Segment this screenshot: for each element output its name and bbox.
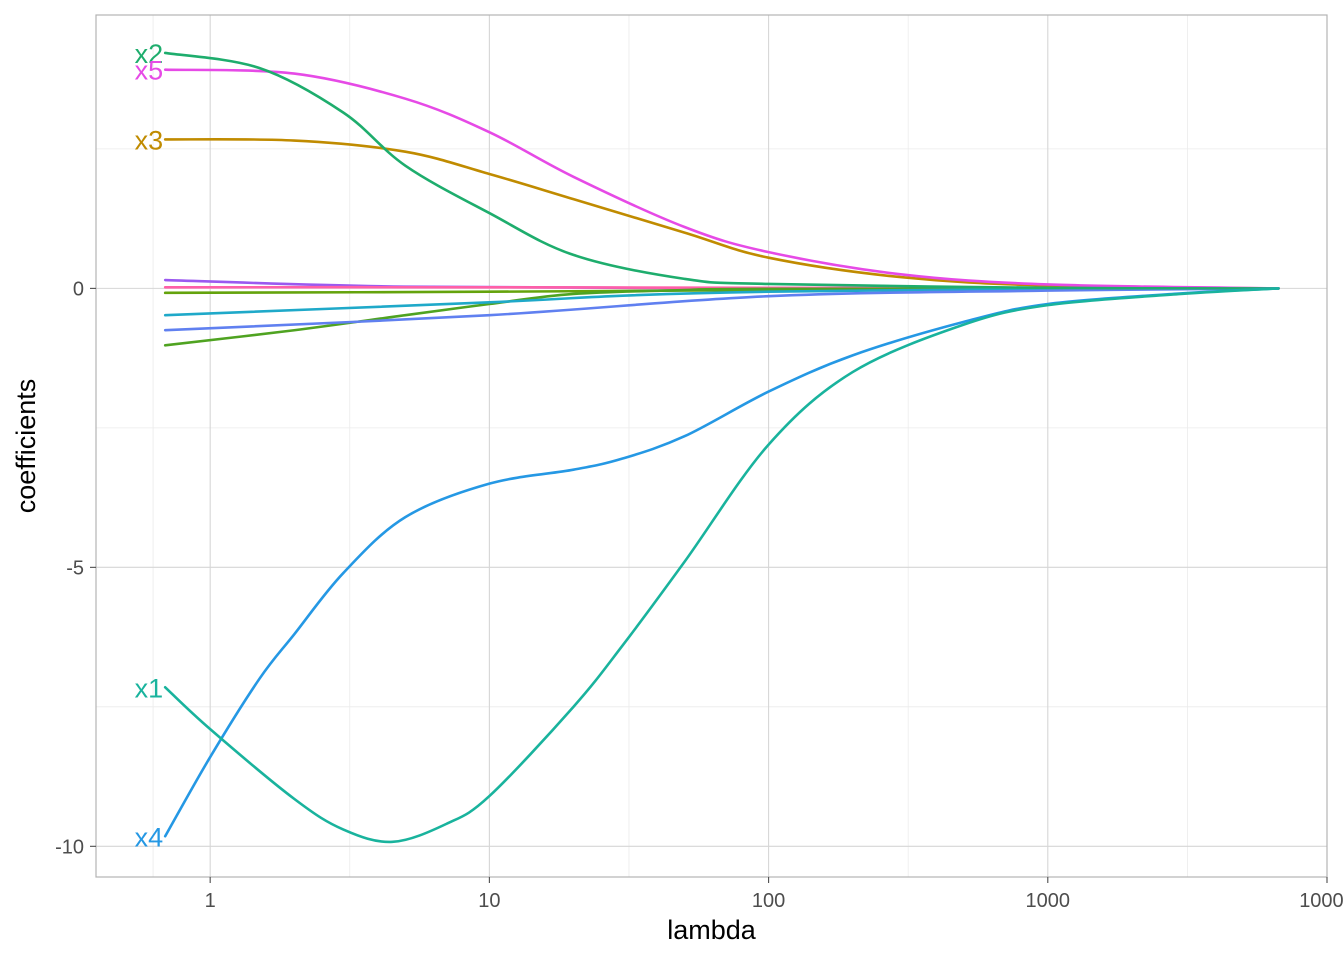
series-label-x1: x1 xyxy=(135,673,164,703)
x-axis-title: lambda xyxy=(667,915,757,945)
plot-panel-border xyxy=(95,14,1328,878)
y-axis-ticks: 0 -5 -10 xyxy=(55,278,96,858)
series-label-x5: x5 xyxy=(135,56,164,86)
series-line-x3 xyxy=(163,137,1280,290)
series-lines xyxy=(163,51,1280,844)
x-tick-label: 10 xyxy=(478,890,500,912)
major-gridlines xyxy=(96,15,1327,877)
y-axis-title: coefficients xyxy=(11,379,41,514)
series-line-unlabeled-3 xyxy=(163,287,1280,347)
series-line-x5 xyxy=(163,68,1280,290)
y-tick-label: -10 xyxy=(55,836,84,858)
series-label-x4: x4 xyxy=(135,822,164,852)
x-tick-label: 1 xyxy=(205,890,216,912)
x-tick-label: 1000 xyxy=(1026,890,1071,912)
series-line-unlabeled-5 xyxy=(163,287,1280,332)
series-label-x2: x2 xyxy=(135,39,164,69)
minor-gridlines xyxy=(96,15,1327,877)
y-tick-label: -5 xyxy=(66,557,84,579)
y-tick-label: 0 xyxy=(73,278,84,300)
x-tick-label: 100 xyxy=(752,890,785,912)
series-line-x4 xyxy=(163,287,1280,838)
series-line-x1 xyxy=(163,287,1280,844)
series-line-x2 xyxy=(163,51,1280,290)
series-label-x3: x3 xyxy=(135,125,164,155)
